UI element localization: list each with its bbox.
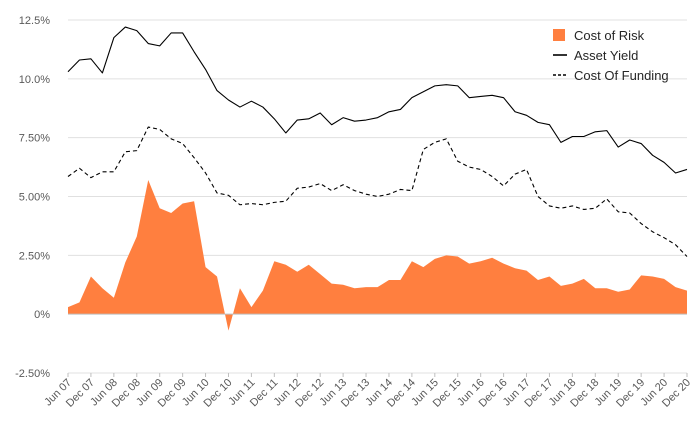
legend-label: Cost of Risk <box>574 28 645 43</box>
y-tick-label: -2.50% <box>15 368 50 380</box>
y-tick-label: 12.5% <box>19 15 50 27</box>
series-line-cost-of-funding <box>67 126 688 257</box>
y-tick-label: 10.0% <box>19 74 50 86</box>
y-axis-ticks: -2.50% 0% 2.50% 5.00% 7.50% 10.0% 12.5% <box>15 15 50 380</box>
legend-label: Asset Yield <box>574 48 638 63</box>
y-tick-label: 2.50% <box>19 250 50 262</box>
line-series-layer <box>67 26 688 257</box>
y-tick-label: 5.00% <box>19 192 50 204</box>
area-series-layer <box>68 180 687 331</box>
series-line-asset-yield <box>67 26 688 174</box>
legend: Cost of Risk Asset Yield Cost Of Funding <box>553 28 669 83</box>
legend-label: Cost Of Funding <box>574 68 669 83</box>
series-area-cost-of-risk <box>68 180 687 331</box>
y-tick-label: 7.50% <box>19 133 50 145</box>
legend-swatch-cost-of-risk <box>553 29 565 41</box>
y-tick-label: 0% <box>34 309 50 321</box>
